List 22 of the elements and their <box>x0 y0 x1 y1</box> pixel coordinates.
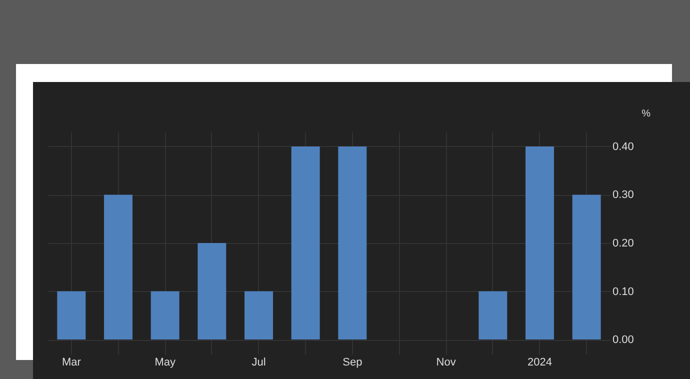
y-tick-label: 0.20 <box>612 238 634 250</box>
x-tick-label: 2024 <box>528 356 552 368</box>
x-tick-label: Jul <box>252 356 266 368</box>
x-tick-label: Mar <box>62 356 82 368</box>
x-tick-label: Nov <box>436 356 456 368</box>
bar <box>244 291 273 340</box>
bar <box>572 194 601 340</box>
y-tick-label: 0.40 <box>612 140 634 153</box>
bar <box>104 194 132 340</box>
y-tick-label: 0.10 <box>612 286 634 298</box>
y-tick-label: 0.30 <box>612 189 634 202</box>
bar <box>526 146 554 340</box>
y-axis-title: % <box>642 108 651 120</box>
y-tick-label: 0.00 <box>612 334 634 346</box>
x-tick-label: May <box>154 356 176 368</box>
bar <box>478 291 508 340</box>
bar <box>338 146 367 340</box>
bar <box>57 291 86 340</box>
bar <box>150 291 180 340</box>
bar <box>291 146 320 340</box>
bar <box>198 243 226 340</box>
x-tick-label: Sep <box>342 356 362 368</box>
